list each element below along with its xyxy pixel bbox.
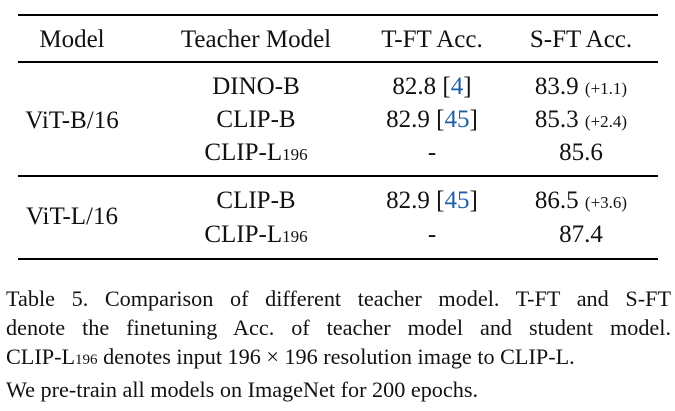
caption-line: denote the finetuning Acc. of teacher mo…	[6, 315, 671, 340]
caption-line: We pre-train all models on ImageNet for …	[6, 377, 479, 402]
citation-link[interactable]: 45	[444, 106, 470, 133]
tft-cell: 82.9 [45]	[386, 187, 478, 214]
teacher-cell: CLIP-B	[216, 106, 296, 133]
caption-line: CLIP-L196 denotes input 196 × 196 resolu…	[6, 344, 575, 369]
caption-line: Table 5. Comparison of different teacher…	[6, 286, 671, 311]
sft-delta: (+3.6)	[584, 193, 628, 212]
citation-link[interactable]: 4	[450, 73, 464, 100]
tft-cell: 82.9 [45]	[386, 106, 478, 133]
sft-cell: 85.6	[559, 139, 603, 166]
tft-cell: 82.8 [4]	[392, 73, 472, 100]
resolution-subscript: 196	[282, 145, 308, 164]
header-sft-acc: S-FT Acc.	[529, 26, 633, 53]
header-teacher-model: Teacher Model	[180, 26, 332, 53]
table-group-rule	[18, 175, 658, 177]
sft-cell: 83.9 (+1.1)	[534, 73, 628, 100]
model-vit-b16: ViT-B/16	[25, 107, 119, 134]
tft-cell: -	[427, 139, 437, 166]
sft-delta: (+1.1)	[584, 79, 628, 98]
model-vit-l16: ViT-L/16	[25, 203, 119, 230]
resolution-subscript: 196	[282, 227, 308, 246]
header-model: Model	[39, 26, 105, 53]
table-top-rule	[18, 14, 658, 16]
sft-delta: (+2.4)	[584, 112, 628, 131]
citation-link[interactable]: 45	[444, 187, 470, 214]
table-caption: Table 5. Comparison of different teacher…	[6, 284, 671, 404]
teacher-cell: CLIP-L196	[204, 221, 308, 248]
header-tft-acc: T-FT Acc.	[381, 26, 483, 53]
table-header-rule	[18, 61, 658, 63]
teacher-cell: CLIP-L196	[204, 139, 308, 166]
teacher-cell: DINO-B	[212, 73, 300, 100]
sft-cell: 85.3 (+2.4)	[534, 106, 628, 133]
sft-cell: 86.5 (+3.6)	[534, 187, 628, 214]
sft-cell: 87.4	[559, 221, 603, 248]
tft-cell: -	[427, 221, 437, 248]
table-bottom-rule	[18, 258, 658, 260]
teacher-cell: CLIP-B	[216, 187, 296, 214]
